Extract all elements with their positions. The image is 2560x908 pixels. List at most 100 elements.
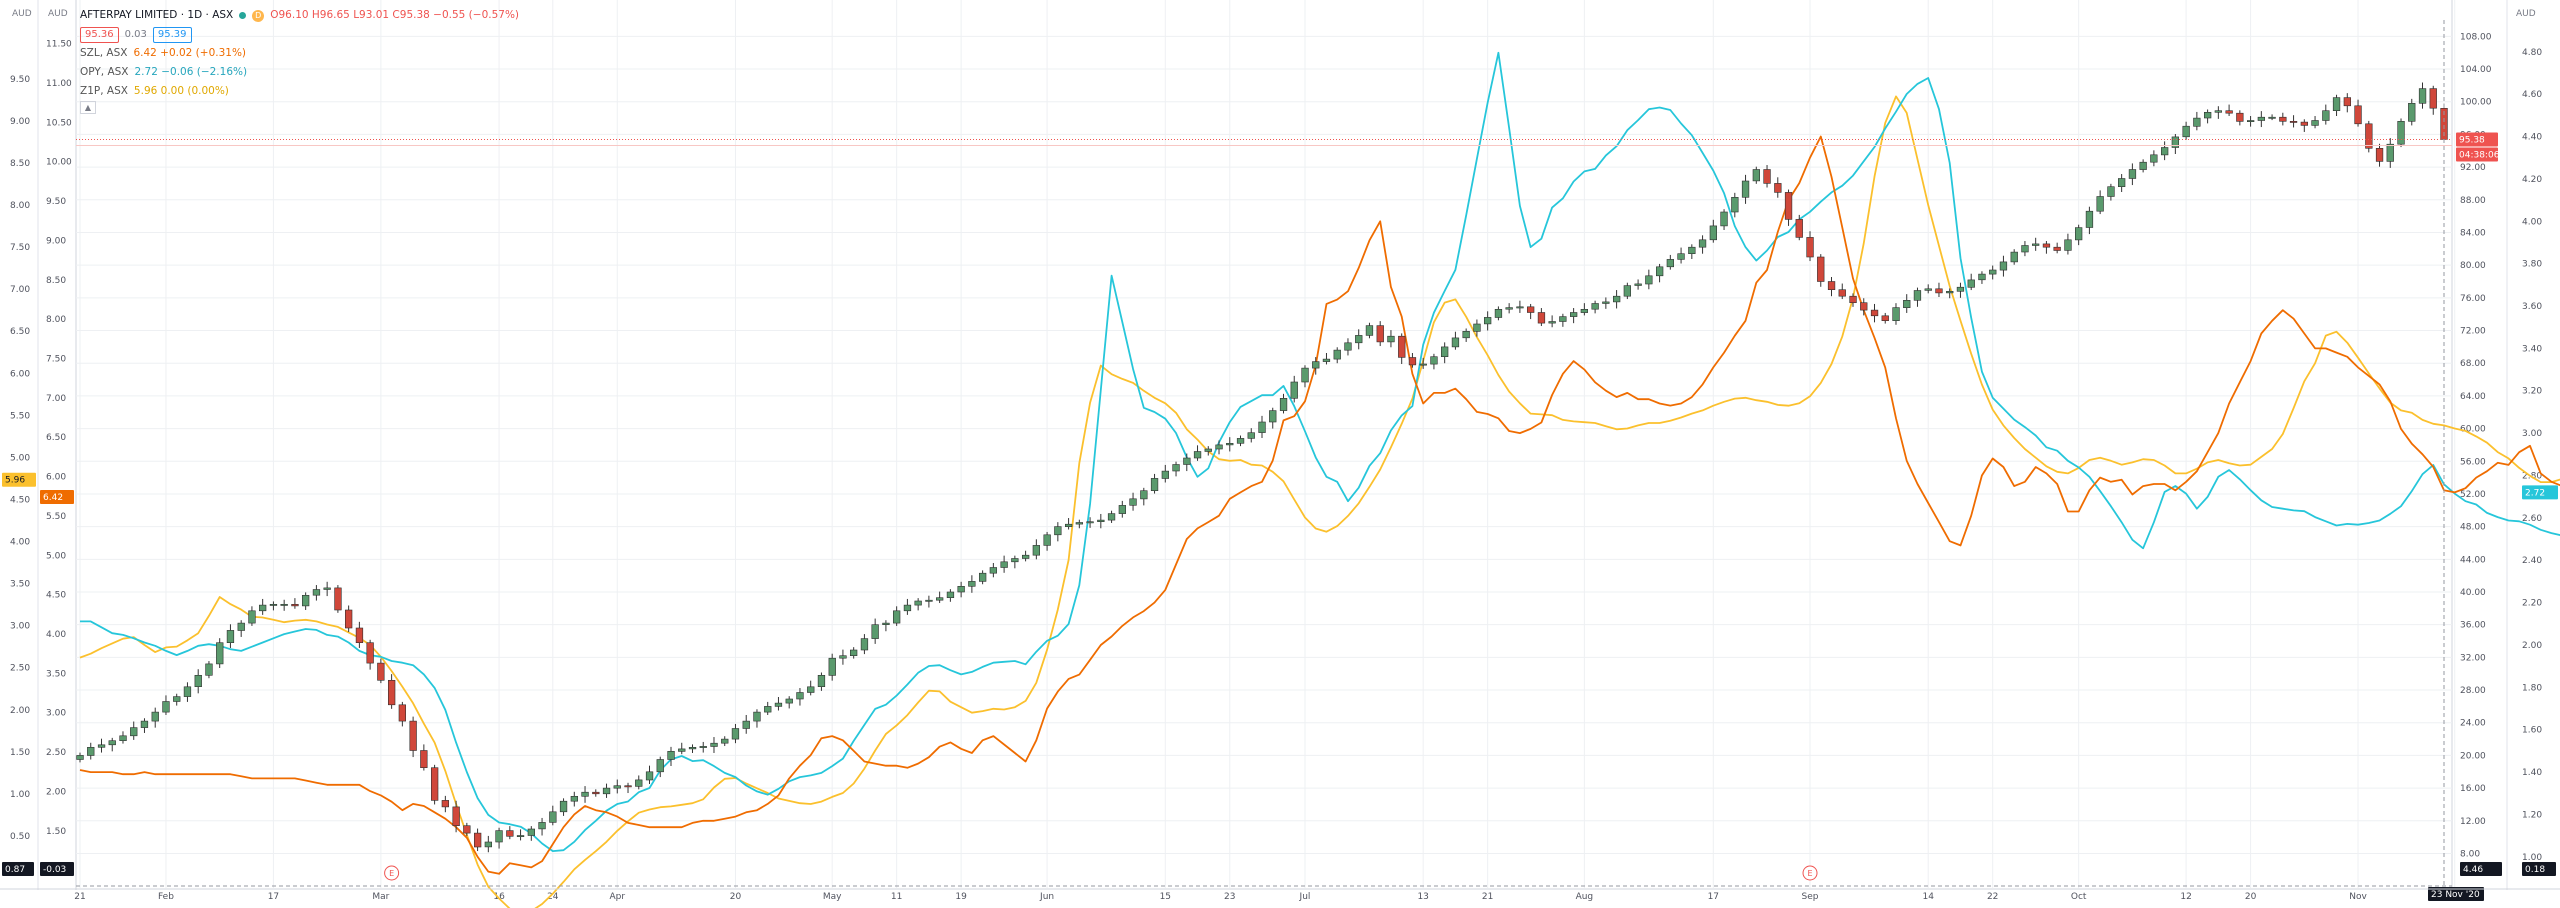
earnings-marker — [1802, 865, 1818, 881]
axis-tick-label: 8.00 — [10, 201, 30, 211]
candle-body — [1741, 180, 1750, 198]
candle-body — [839, 655, 847, 659]
candle-body — [1688, 246, 1696, 254]
candle-body — [538, 822, 546, 830]
candle-body — [2386, 143, 2394, 162]
candle-body — [624, 785, 632, 788]
axis-tick-label: 20.00 — [2460, 751, 2486, 761]
axis-tick-label: 5.50 — [46, 512, 66, 522]
axis-tick-label: 4.00 — [10, 538, 30, 548]
currency-right: AUD — [2516, 9, 2536, 19]
candle-body — [764, 706, 772, 713]
candle-body — [731, 728, 740, 740]
candle-body — [1118, 505, 1126, 514]
candle-body — [1441, 346, 1449, 357]
candle-body — [1827, 281, 1836, 290]
axis-tick-label: 12.00 — [2460, 817, 2486, 827]
candle-body — [2397, 121, 2405, 145]
candle-body — [2193, 117, 2201, 127]
x-axis-label: 12 — [2180, 892, 2191, 902]
crosshair-left-value-bg — [40, 862, 74, 876]
compare-label: OPY, ASX — [80, 66, 129, 78]
buy-button[interactable]: 95.39 — [152, 26, 192, 43]
candle-body — [1065, 523, 1073, 528]
axis-tick-label: 2.20 — [2522, 599, 2542, 609]
axis-tick-label: 7.50 — [46, 354, 66, 364]
interval-badge[interactable]: D — [252, 9, 265, 22]
axis-tick-label: 44.00 — [2460, 555, 2486, 565]
candle-body — [1623, 285, 1631, 297]
candle-body — [1956, 286, 1965, 292]
earnings-marker-label: E — [1807, 869, 1812, 878]
axis-tick-label: 32.00 — [2460, 653, 2486, 663]
earnings-marker — [384, 865, 400, 881]
axis-tick-label: 28.00 — [2460, 686, 2486, 696]
axis-tick-label: 9.50 — [10, 75, 30, 85]
axis-tick-label: 1.60 — [2522, 726, 2542, 736]
axis-tick-label: 2.00 — [2522, 641, 2542, 651]
candle-body — [2332, 97, 2341, 111]
candle-body — [1247, 432, 1255, 439]
axis-tick-label: 88.00 — [2460, 196, 2486, 206]
candle-body — [237, 622, 245, 631]
candle-body — [1505, 307, 1513, 310]
candle-body — [1258, 421, 1266, 433]
axis-tick-label: 10.00 — [46, 158, 72, 168]
szl-last-price-label-bg — [40, 490, 74, 505]
candle-body — [1580, 308, 1588, 313]
compare-row-opy[interactable]: OPY, ASX 2.72 −0.06 (−2.16%) — [80, 63, 519, 82]
candle-body — [291, 603, 299, 607]
candle-body — [2225, 110, 2233, 114]
axis-tick-label: 3.00 — [2522, 429, 2542, 439]
axis-tick-label: 3.00 — [10, 622, 30, 632]
candle-body — [205, 663, 213, 676]
candle-body — [216, 642, 224, 665]
x-axis-label: 22 — [1987, 892, 1998, 902]
axis-tick-label: 11.00 — [46, 79, 72, 89]
axis-tick-label: 1.20 — [2522, 810, 2542, 820]
axis-tick-label: 8.00 — [46, 315, 66, 325]
candle-body — [1150, 478, 1159, 491]
candle-body — [119, 735, 127, 741]
z1p-last-price-label-bg — [2, 472, 36, 487]
candle-body — [280, 603, 288, 606]
axis-tick-label: 1.00 — [10, 790, 30, 800]
axis-tick-label: 6.00 — [10, 369, 30, 379]
x-axis-label: 13 — [1417, 892, 1428, 902]
sell-button[interactable]: 95.36 — [80, 26, 119, 43]
symbol-title[interactable]: AFTERPAY LIMITED · 1D · ASX — [80, 9, 234, 21]
countdown-label: 04:38:06 — [2459, 150, 2500, 160]
candle-body — [699, 746, 707, 748]
candle-body — [1860, 302, 1868, 311]
candle-body — [613, 785, 621, 789]
candle-body — [1430, 356, 1438, 365]
candle-body — [1946, 290, 1954, 294]
candle-body — [2064, 239, 2072, 251]
candle-body — [1204, 448, 1212, 452]
candle-body — [1913, 290, 1922, 301]
x-axis-label: 17 — [1708, 892, 1719, 902]
candle-body — [2042, 243, 2051, 248]
candle-body — [495, 830, 503, 843]
x-axis-label: 14 — [1922, 892, 1934, 902]
candle-body — [387, 679, 396, 706]
axis-tick-label: 8.50 — [46, 276, 66, 286]
candle-body — [1355, 335, 1363, 344]
candle-body — [1763, 169, 1771, 184]
compare-row-szl[interactable]: SZL, ASX 6.42 +0.02 (+0.31%) — [80, 44, 519, 63]
candle-body — [226, 630, 235, 644]
x-axis-label: 19 — [955, 892, 967, 902]
axis-tick-label: 104.00 — [2460, 65, 2492, 75]
candle-body — [1484, 317, 1492, 325]
candle-body — [849, 649, 858, 656]
candle-body — [1172, 464, 1180, 472]
compare-row-z1p[interactable]: Z1P, ASX 5.96 0.00 (0.00%) — [80, 82, 519, 101]
candle-body — [559, 800, 568, 813]
candle-body — [721, 738, 729, 744]
candle-body — [463, 825, 471, 834]
axis-tick-label: 6.00 — [46, 473, 66, 483]
candle-body — [656, 759, 664, 773]
axis-tick-label: 40.00 — [2460, 588, 2486, 598]
chevron-up-icon[interactable]: ▲ — [80, 101, 96, 114]
